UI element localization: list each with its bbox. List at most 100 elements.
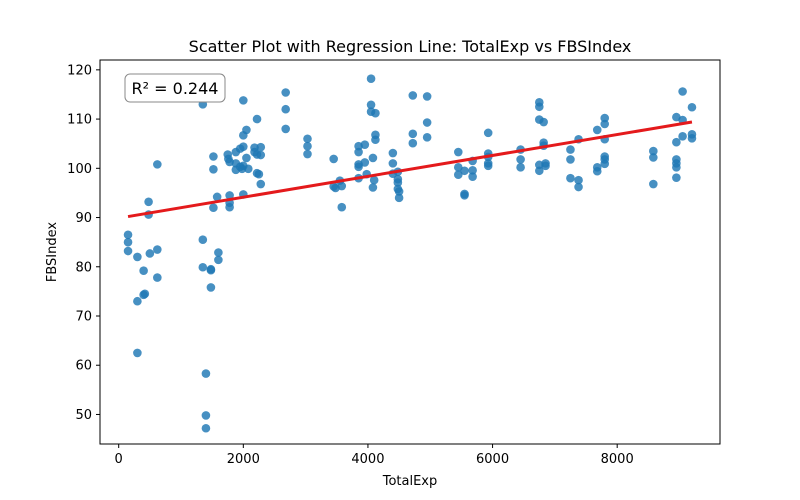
y-tick-label: 120 (67, 63, 92, 78)
data-point (252, 114, 262, 124)
data-point (153, 245, 162, 254)
data-point (239, 142, 248, 151)
data-point (516, 163, 525, 172)
data-point (206, 265, 216, 275)
data-point (329, 154, 338, 164)
data-point (394, 187, 404, 196)
data-point (354, 162, 363, 172)
data-point (133, 348, 142, 358)
data-point (153, 273, 162, 282)
data-point (201, 423, 211, 433)
data-point (201, 369, 211, 378)
annotation-box (124, 73, 226, 103)
data-point (408, 129, 418, 139)
data-point (388, 159, 398, 168)
data-point (256, 142, 266, 152)
data-point (371, 108, 380, 118)
data-point (566, 173, 575, 183)
data-point (468, 172, 477, 181)
points-layer (123, 74, 697, 433)
x-tick-label: 2000 (227, 452, 260, 467)
y-tick-label: 80 (75, 260, 92, 275)
data-point (369, 175, 379, 185)
regression-line (127, 120, 693, 219)
data-point (687, 133, 697, 143)
data-point (453, 170, 463, 180)
y-tick-label: 100 (67, 162, 92, 177)
y-tick-label: 70 (75, 310, 92, 325)
data-point (209, 203, 218, 212)
data-point (360, 158, 370, 167)
data-point (566, 145, 575, 154)
data-point (687, 102, 697, 112)
data-point (574, 182, 583, 192)
data-point (566, 155, 575, 164)
data-point (244, 164, 253, 174)
x-tick-label: 4000 (351, 452, 384, 467)
data-point (371, 135, 380, 145)
data-point (256, 179, 266, 189)
data-point (133, 296, 142, 306)
data-point (535, 102, 544, 112)
data-point (281, 124, 290, 134)
data-point (254, 169, 264, 179)
x-ticks: 0 2000 4000 6000 8000 (115, 444, 634, 467)
data-point (206, 283, 216, 292)
data-point (212, 192, 222, 202)
data-point (453, 147, 463, 157)
x-tick-label: 8000 (601, 452, 634, 467)
data-point (337, 202, 347, 212)
data-point (483, 161, 493, 171)
data-point (225, 202, 234, 212)
data-point (516, 155, 525, 164)
data-point (303, 149, 312, 159)
data-point (123, 246, 133, 256)
x-tick-label: 6000 (476, 452, 509, 467)
data-point (145, 249, 155, 258)
data-point (422, 118, 432, 127)
data-point (214, 248, 223, 257)
data-point (242, 153, 251, 163)
data-point (281, 104, 290, 114)
data-point (214, 255, 223, 265)
data-point (123, 237, 133, 247)
y-tick-label: 110 (67, 113, 92, 128)
data-point (242, 125, 251, 135)
y-ticks: 50 60 70 80 90 100 110 120 (67, 63, 100, 423)
data-point (672, 137, 681, 147)
regression-layer (127, 120, 693, 219)
y-tick-label: 50 (75, 408, 92, 423)
r-squared-annotation: R² = 0.244 (124, 73, 226, 103)
y-axis-label: FBSIndex (45, 222, 60, 283)
data-point (408, 91, 418, 100)
data-point (678, 87, 687, 96)
y-tick-label: 90 (75, 211, 92, 226)
data-point (256, 150, 266, 160)
x-axis-label: TotalExp (382, 474, 438, 489)
data-point (649, 179, 658, 189)
data-point (394, 193, 404, 203)
data-point (672, 163, 681, 172)
data-point (600, 119, 610, 129)
data-point (303, 141, 312, 151)
data-point (201, 411, 211, 420)
data-point (422, 132, 432, 142)
data-point (239, 96, 248, 105)
data-point (198, 235, 208, 244)
data-point (123, 230, 133, 240)
data-point (649, 153, 658, 162)
data-point (360, 140, 370, 149)
data-point (600, 113, 610, 123)
data-point (225, 191, 234, 200)
data-point (337, 181, 347, 191)
data-point (649, 146, 658, 156)
data-point (366, 74, 376, 84)
plot-frame (99, 59, 721, 445)
data-point (153, 160, 162, 169)
data-point (422, 92, 432, 101)
data-point (535, 166, 544, 176)
data-point (281, 88, 290, 97)
data-point (133, 252, 142, 262)
data-point (408, 138, 418, 148)
